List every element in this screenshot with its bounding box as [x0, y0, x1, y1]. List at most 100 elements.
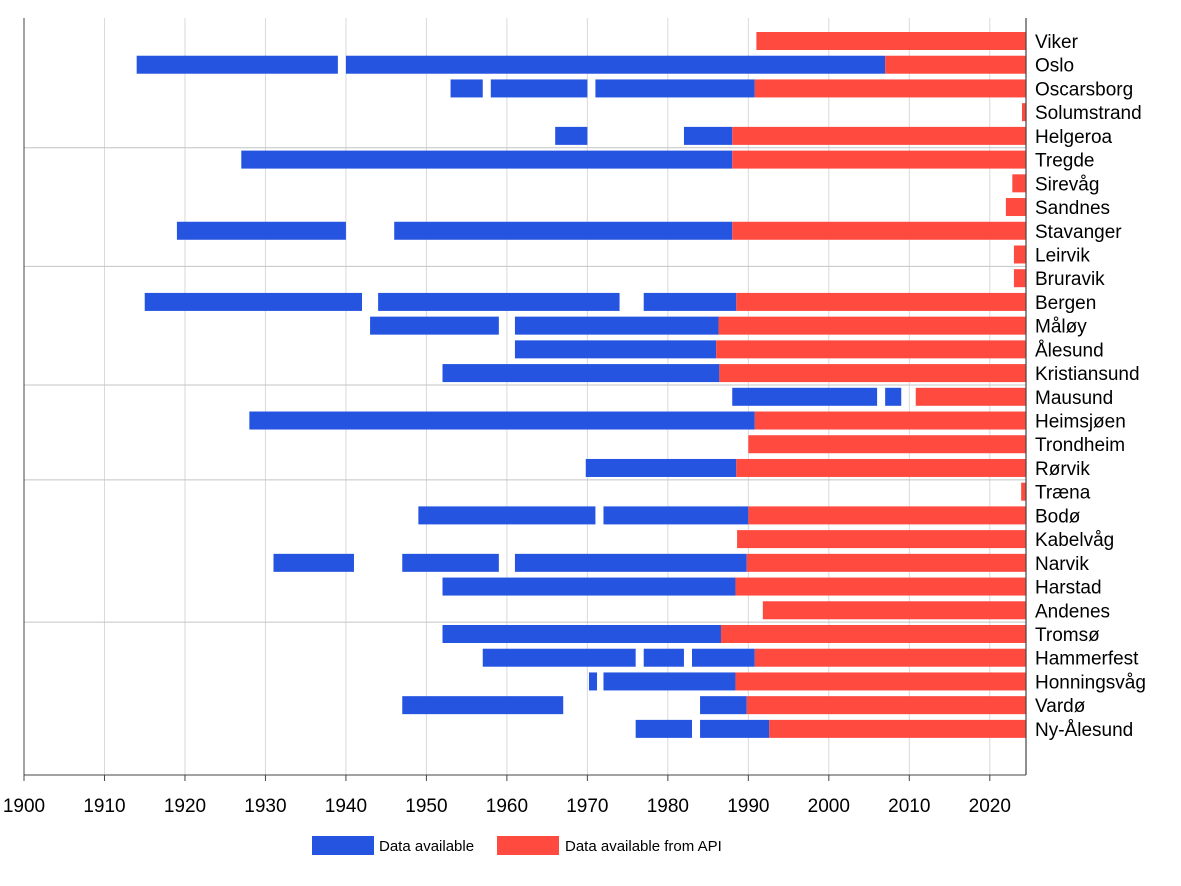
bar-available [442, 625, 721, 643]
bar-available [700, 719, 770, 738]
bar-api [736, 292, 1026, 311]
bar-api [732, 150, 1026, 169]
station-label: Kabelvåg [1035, 530, 1114, 551]
x-tick-label: 1930 [244, 796, 286, 817]
legend-swatch-api [497, 836, 559, 855]
bar-api [754, 411, 1026, 430]
station-label: Mausund [1035, 388, 1113, 409]
station-label: Vardø [1035, 696, 1086, 717]
x-tick-label: 1990 [727, 796, 769, 817]
station-label: Leirvik [1035, 245, 1090, 266]
station-label: Sirevåg [1035, 174, 1099, 195]
bar-available [370, 316, 499, 335]
bar-available [692, 648, 755, 667]
bar-available [683, 126, 733, 145]
bar-api [915, 387, 1026, 406]
bar-available [490, 79, 588, 98]
bar-api [1005, 198, 1026, 217]
bar-available [732, 387, 878, 406]
bar-available [603, 506, 749, 525]
station-label: Ny-Ålesund [1035, 720, 1133, 741]
bar-available [176, 221, 346, 240]
bar-available [700, 696, 747, 715]
bar-api [1021, 103, 1026, 122]
bar-api [737, 530, 1026, 549]
bar-available [603, 672, 736, 691]
bar-available [514, 316, 719, 335]
bar-available [144, 292, 363, 311]
bar-available [273, 553, 354, 572]
station-label: Trondheim [1035, 435, 1125, 456]
station-label: Hammerfest [1035, 649, 1139, 670]
bar-api [769, 719, 1026, 738]
bar-api [754, 648, 1026, 667]
station-label: Oslo [1035, 56, 1074, 77]
x-tick-label: 2000 [808, 796, 850, 817]
station-label: Måløy [1035, 317, 1087, 338]
bar-api [732, 221, 1026, 240]
station-label: Andenes [1035, 601, 1110, 622]
bar-available [249, 411, 755, 430]
bar-api [748, 435, 1026, 454]
bar-api [762, 601, 1026, 620]
legend: Data available Data available from API [312, 836, 722, 855]
bar-available [595, 79, 755, 98]
bar-available [418, 506, 596, 525]
station-label: Bruravik [1035, 269, 1105, 290]
bar-api [718, 316, 1026, 335]
bar-available [514, 340, 717, 359]
bar-available [450, 79, 483, 98]
axes [23, 18, 1027, 776]
legend-label-api: Data available from API [565, 838, 722, 855]
x-tick-label: 1950 [405, 796, 447, 817]
station-label: Heimsjøen [1035, 412, 1126, 433]
group-separators [24, 147, 1026, 623]
station-label: Solumstrand [1035, 103, 1142, 124]
x-tick-label: 2010 [888, 796, 930, 817]
station-label: Helgeroa [1035, 127, 1113, 148]
bar-api [1021, 482, 1026, 501]
legend-swatch-available [312, 836, 374, 855]
bar-api [885, 55, 1026, 74]
x-tick-label: 1900 [3, 796, 45, 817]
x-axis-ticks: 1900 1910 1920 1930 1940 1950 1960 1970 1980 1990… [3, 775, 1011, 817]
x-tick-label: 1960 [486, 796, 528, 817]
bar-api [756, 32, 1026, 50]
station-label: Tregde [1035, 151, 1095, 172]
bar-available [588, 672, 598, 691]
x-tick-label: 1920 [164, 796, 206, 817]
station-label: Honningsvåg [1035, 672, 1146, 693]
bar-available [442, 577, 736, 596]
bar-available [514, 553, 747, 572]
bar-available [635, 719, 692, 738]
station-label: Oscarsborg [1035, 79, 1133, 100]
bar-available [643, 648, 684, 667]
station-label: Stavanger [1035, 222, 1122, 243]
bar-api [720, 625, 1026, 643]
bar-api [719, 364, 1026, 383]
legend-label-available: Data available [379, 838, 474, 855]
x-tick-label: 1970 [566, 796, 608, 817]
bar-available [643, 292, 737, 311]
bar-api [1012, 174, 1026, 193]
x-tick-label: 1910 [83, 796, 125, 817]
bar-available [442, 364, 720, 383]
bar-available [555, 126, 588, 145]
station-label: Narvik [1035, 554, 1089, 575]
bar-api [748, 506, 1026, 525]
bar-available [378, 292, 620, 311]
bar-available [402, 696, 564, 715]
bar-api [735, 672, 1026, 691]
x-tick-label: 1940 [325, 796, 367, 817]
station-label: Harstad [1035, 578, 1102, 599]
station-label: Kristiansund [1035, 364, 1140, 385]
bar-available [136, 55, 338, 74]
bar-api [1013, 269, 1026, 288]
x-tick-label: 1980 [647, 796, 689, 817]
bar-api [736, 458, 1026, 477]
bar-available [394, 221, 733, 240]
station-label: Bergen [1035, 293, 1096, 314]
